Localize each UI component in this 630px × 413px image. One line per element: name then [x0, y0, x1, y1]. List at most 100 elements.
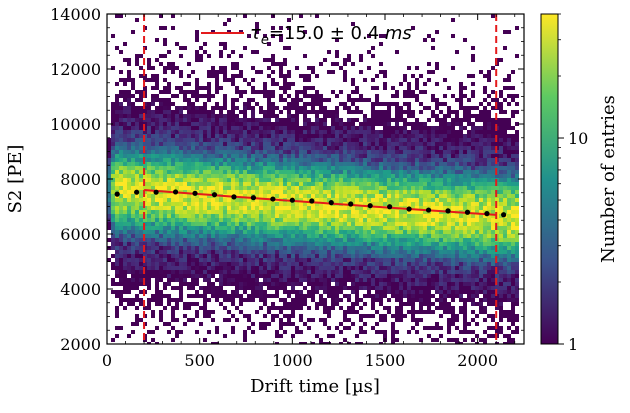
- heatmap-cell: [463, 198, 467, 202]
- heatmap-cell: [415, 230, 419, 234]
- heatmap-cell: [163, 138, 167, 142]
- heatmap-cell: [387, 246, 391, 250]
- heatmap-cell: [391, 102, 395, 106]
- heatmap-cell: [243, 150, 247, 154]
- heatmap-cell: [171, 246, 175, 250]
- heatmap-cell: [191, 234, 195, 238]
- heatmap-cell: [179, 186, 183, 190]
- heatmap-cell: [227, 226, 231, 230]
- heatmap-cell: [347, 154, 351, 158]
- heatmap-cell: [419, 318, 423, 322]
- heatmap-cell: [275, 138, 279, 142]
- heatmap-cell: [375, 282, 379, 286]
- heatmap-cell: [107, 222, 111, 226]
- heatmap-cell: [267, 182, 271, 186]
- heatmap-cell: [243, 242, 247, 246]
- heatmap-cell: [239, 190, 243, 194]
- heatmap-cell: [151, 266, 155, 270]
- heatmap-cell: [207, 90, 211, 94]
- heatmap-cell: [255, 202, 259, 206]
- heatmap-cell: [451, 162, 455, 166]
- heatmap-cell: [275, 166, 279, 170]
- heatmap-cell: [191, 174, 195, 178]
- heatmap-cell: [279, 38, 283, 42]
- heatmap-cell: [343, 230, 347, 234]
- heatmap-cell: [291, 158, 295, 162]
- heatmap-cell: [343, 166, 347, 170]
- heatmap-cell: [443, 270, 447, 274]
- heatmap-cell: [239, 266, 243, 270]
- heatmap-cell: [115, 234, 119, 238]
- heatmap-cell: [287, 70, 291, 74]
- heatmap-cell: [343, 218, 347, 222]
- heatmap-cell: [287, 122, 291, 126]
- heatmap-cell: [375, 202, 379, 206]
- heatmap-cell: [403, 250, 407, 254]
- heatmap-cell: [415, 126, 419, 130]
- heatmap-cell: [243, 46, 247, 50]
- heatmap-cell: [195, 302, 199, 306]
- heatmap-cell: [215, 82, 219, 86]
- heatmap-cell: [235, 162, 239, 166]
- heatmap-cell: [351, 78, 355, 82]
- heatmap-cell: [419, 194, 423, 198]
- heatmap-cell: [183, 130, 187, 134]
- heatmap-cell: [415, 266, 419, 270]
- heatmap-cell: [411, 122, 415, 126]
- heatmap-cell: [199, 206, 203, 210]
- heatmap-cell: [259, 130, 263, 134]
- heatmap-cell: [303, 114, 307, 118]
- heatmap-cell: [119, 130, 123, 134]
- heatmap-cell: [331, 226, 335, 230]
- heatmap-cell: [151, 138, 155, 142]
- heatmap-cell: [399, 162, 403, 166]
- heatmap-cell: [303, 226, 307, 230]
- heatmap-cell: [171, 194, 175, 198]
- heatmap-cell: [299, 182, 303, 186]
- heatmap-cell: [259, 230, 263, 234]
- heatmap-cell: [119, 290, 123, 294]
- heatmap-cell: [431, 150, 435, 154]
- heatmap-cell: [227, 54, 231, 58]
- heatmap-cell: [263, 34, 267, 38]
- heatmap-cell: [167, 142, 171, 146]
- heatmap-cell: [307, 278, 311, 282]
- heatmap-cell: [391, 234, 395, 238]
- heatmap-cell: [303, 78, 307, 82]
- heatmap-cell: [319, 102, 323, 106]
- heatmap-cell: [343, 210, 347, 214]
- heatmap-cell: [183, 314, 187, 318]
- heatmap-cell: [319, 246, 323, 250]
- heatmap-cell: [147, 210, 151, 214]
- heatmap-cell: [343, 242, 347, 246]
- heatmap-cell: [459, 234, 463, 238]
- heatmap-cell: [119, 70, 123, 74]
- heatmap-cell: [451, 270, 455, 274]
- heatmap-cell: [175, 246, 179, 250]
- heatmap-cell: [235, 190, 239, 194]
- heatmap-cell: [355, 294, 359, 298]
- heatmap-cell: [383, 210, 387, 214]
- heatmap-cell: [187, 218, 191, 222]
- heatmap-cell: [115, 14, 119, 18]
- heatmap-cell: [291, 146, 295, 150]
- heatmap-cell: [391, 258, 395, 262]
- heatmap-cell: [175, 302, 179, 306]
- heatmap-cell: [175, 134, 179, 138]
- heatmap-cell: [463, 118, 467, 122]
- heatmap-cell: [187, 154, 191, 158]
- heatmap-cell: [231, 282, 235, 286]
- heatmap-cell: [243, 298, 247, 302]
- heatmap-cell: [435, 182, 439, 186]
- heatmap-cell: [263, 234, 267, 238]
- heatmap-cell: [323, 150, 327, 154]
- heatmap-cell: [423, 190, 427, 194]
- heatmap-cell: [303, 146, 307, 150]
- heatmap-cell: [187, 214, 191, 218]
- heatmap-cell: [271, 150, 275, 154]
- heatmap-cell: [279, 226, 283, 230]
- heatmap-cell: [463, 306, 467, 310]
- heatmap-cell: [275, 122, 279, 126]
- heatmap-cell: [335, 274, 339, 278]
- heatmap-cell: [443, 78, 447, 82]
